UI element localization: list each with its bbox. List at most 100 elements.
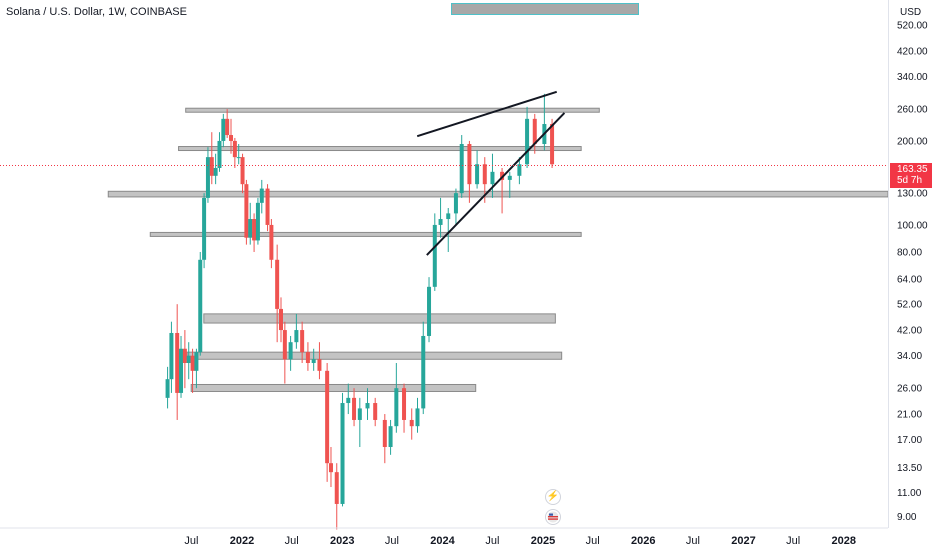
- candle: [190, 348, 195, 393]
- last-price-value: 163.35: [897, 164, 928, 175]
- candle-body: [288, 342, 293, 360]
- candle: [427, 277, 432, 343]
- candle: [421, 321, 426, 415]
- candle: [365, 388, 370, 420]
- candle: [507, 171, 512, 198]
- trendline: [416, 90, 558, 138]
- candle-body: [252, 219, 257, 241]
- candle: [532, 113, 537, 154]
- candle: [446, 208, 451, 252]
- candle: [269, 219, 274, 269]
- candle-body: [259, 188, 264, 203]
- candle-body: [490, 171, 495, 185]
- trendline: [426, 112, 566, 256]
- flash-icon[interactable]: ⚡: [545, 489, 561, 505]
- price-zone: [107, 190, 889, 198]
- x-tick-label: 2023: [330, 535, 354, 547]
- price-zone: [178, 146, 582, 152]
- candle-body: [182, 348, 187, 364]
- candle: [202, 193, 207, 269]
- candle: [186, 342, 191, 380]
- candle-body: [305, 352, 310, 364]
- y-tick-label: 260.00: [897, 105, 928, 116]
- candle-body: [475, 164, 480, 185]
- candle: [194, 348, 199, 389]
- candle: [288, 335, 293, 371]
- candle-body: [482, 164, 487, 185]
- candle: [382, 414, 387, 464]
- chart-title: Solana / U.S. Dollar, 1W, COINBASE: [6, 6, 187, 18]
- candle: [409, 408, 414, 440]
- currency-label[interactable]: USD: [900, 7, 922, 18]
- candle-body: [225, 118, 230, 136]
- price-zone: [190, 383, 477, 392]
- candle-body: [328, 463, 333, 473]
- price-axis[interactable]: 520.00 420.00 340.00 260.00 200.00 130.00 100.…: [897, 21, 928, 524]
- candle-body: [325, 370, 330, 464]
- candle: [525, 106, 530, 168]
- y-tick-label: 420.00: [897, 47, 928, 58]
- flag-icon[interactable]: [545, 509, 561, 525]
- candle: [198, 251, 203, 356]
- axis-divider: [888, 0, 889, 528]
- y-tick-label: 42.00: [897, 326, 922, 337]
- time-axis[interactable]: Jul 2022 Jul 2023 Jul 2024 Jul 2025 Jul 2026 Jul 20…: [0, 527, 888, 547]
- candle: [340, 392, 345, 507]
- candle-body: [169, 332, 174, 380]
- candle-body: [205, 157, 210, 198]
- candle: [300, 321, 305, 364]
- candle-body: [213, 167, 218, 176]
- candle: [182, 330, 187, 389]
- x-tick-label: Jul: [184, 535, 198, 547]
- candle: [517, 157, 522, 185]
- candle: [432, 213, 437, 291]
- candle: [265, 184, 270, 232]
- candle: [402, 383, 407, 433]
- candle-body: [394, 388, 399, 427]
- candle-body: [500, 171, 505, 180]
- candle: [305, 342, 310, 371]
- x-tick-label: Jul: [686, 535, 700, 547]
- candle: [453, 188, 458, 225]
- top-selection-box[interactable]: [451, 3, 639, 15]
- candle-body: [432, 224, 437, 287]
- candle-body: [402, 388, 407, 420]
- candle: [317, 342, 322, 380]
- candle-body: [453, 193, 458, 214]
- candle: [346, 383, 351, 415]
- x-tick-label: Jul: [285, 535, 299, 547]
- y-tick-label: 34.00: [897, 351, 922, 362]
- candle-body: [179, 348, 184, 393]
- x-tick-label: 2025: [531, 535, 555, 547]
- candle-body: [294, 330, 299, 343]
- candle: [248, 202, 253, 245]
- candle-body: [275, 259, 280, 309]
- candle-body: [209, 157, 214, 176]
- price-zone: [203, 313, 556, 324]
- candle-body: [415, 408, 420, 427]
- candle: [221, 113, 226, 148]
- bar-countdown: 5d 7h: [897, 175, 923, 186]
- y-tick-label: 11.00: [897, 488, 922, 499]
- candle-body: [388, 426, 393, 447]
- candle-body: [525, 118, 530, 165]
- candle-body: [300, 330, 305, 353]
- candle-body: [240, 157, 245, 185]
- candle-body: [311, 359, 316, 364]
- candle-body: [165, 379, 170, 398]
- x-tick-label: Jul: [485, 535, 499, 547]
- candle-body: [357, 408, 362, 420]
- horizontal-zones: [107, 107, 889, 392]
- candle-body: [373, 403, 378, 420]
- y-tick-label: 520.00: [897, 21, 928, 32]
- candle: [225, 109, 230, 138]
- candle-body: [282, 330, 287, 360]
- candle: [500, 167, 505, 214]
- candle-body: [446, 213, 451, 220]
- candle-body: [217, 140, 222, 168]
- x-tick-label: Jul: [586, 535, 600, 547]
- candle-body: [532, 118, 537, 145]
- candle: [179, 335, 184, 398]
- trendlines: [416, 90, 566, 256]
